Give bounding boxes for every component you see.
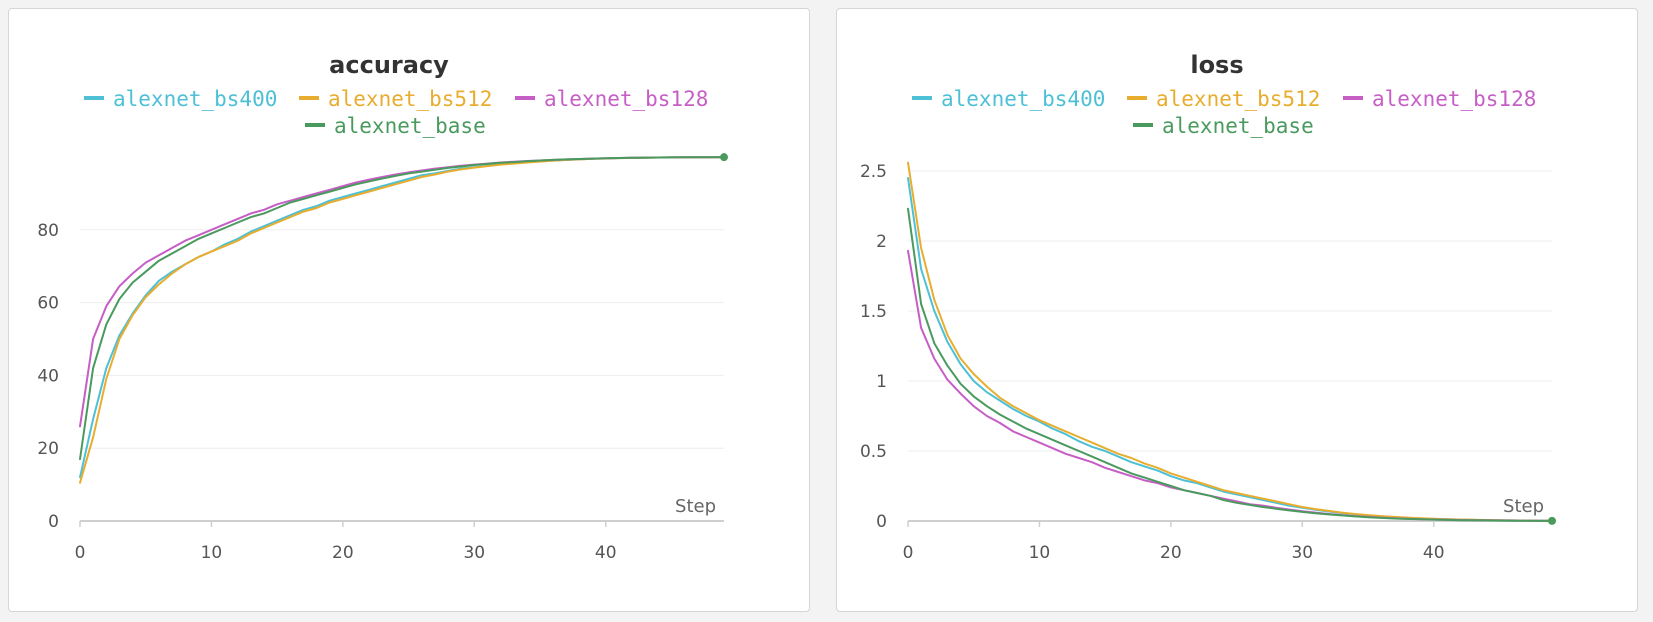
legend-label: alexnet_base xyxy=(1162,114,1314,138)
series-line-alexnet_bs128[interactable] xyxy=(79,156,725,428)
y-tick-label: 40 xyxy=(37,366,59,386)
legend-label: alexnet_bs400 xyxy=(941,87,1105,111)
x-tick-label: 0 xyxy=(75,543,86,563)
legend-label: alexnet_bs128 xyxy=(1372,87,1536,111)
loss-chart-panel: loss alexnet_bs400 alexnet_bs512 alexnet_bs… xyxy=(836,8,1638,612)
y-tick-label: 0 xyxy=(48,512,59,532)
series-line-alexnet_base[interactable] xyxy=(907,207,1553,522)
y-tick-label: 0.5 xyxy=(860,442,887,462)
legend-label: alexnet_bs128 xyxy=(544,87,708,111)
x-axis-title: Step xyxy=(1503,496,1544,517)
legend-item-alexnet_bs400[interactable]: alexnet_bs400 xyxy=(84,87,277,111)
chart-title: loss xyxy=(1190,51,1243,79)
x-tick-label: 40 xyxy=(595,543,617,563)
series-line-alexnet_bs400[interactable] xyxy=(79,156,725,479)
series-line-alexnet_base[interactable] xyxy=(79,156,725,461)
y-tick-label: 60 xyxy=(37,294,59,314)
legend-item-alexnet_bs512[interactable]: alexnet_bs512 xyxy=(1127,87,1320,111)
y-tick-label: 80 xyxy=(37,221,59,241)
legend-item-alexnet_bs128[interactable]: alexnet_bs128 xyxy=(1343,87,1536,111)
legend-item-alexnet_base[interactable]: alexnet_base xyxy=(1133,114,1314,138)
chart-legend: alexnet_bs400 alexnet_bs512 alexnet_bs128a… xyxy=(912,87,1536,138)
y-tick-label: 1 xyxy=(876,372,887,392)
legend-item-alexnet_base[interactable]: alexnet_base xyxy=(305,114,486,138)
series-line-alexnet_bs512[interactable] xyxy=(907,161,1553,522)
legend-label: alexnet_bs512 xyxy=(328,87,492,111)
legend-label: alexnet_bs400 xyxy=(113,87,277,111)
series-line-alexnet_bs400[interactable] xyxy=(907,177,1553,522)
x-tick-label: 10 xyxy=(1029,543,1051,563)
y-tick-label: 1.5 xyxy=(860,302,887,322)
series-end-point[interactable] xyxy=(1548,516,1556,525)
x-tick-label: 10 xyxy=(201,543,223,563)
x-tick-label: 30 xyxy=(463,543,485,563)
series-end-point[interactable] xyxy=(720,153,728,162)
series-line-alexnet_bs512[interactable] xyxy=(79,156,725,484)
series-line-alexnet_bs128[interactable] xyxy=(907,249,1553,522)
accuracy-chart-panel: accuracy alexnet_bs400 alexnet_bs512 alexne… xyxy=(8,8,810,612)
legend-label: alexnet_base xyxy=(334,114,486,138)
legend-item-alexnet_bs128[interactable]: alexnet_bs128 xyxy=(515,87,708,111)
legend-item-alexnet_bs400[interactable]: alexnet_bs400 xyxy=(912,87,1105,111)
x-tick-label: 20 xyxy=(332,543,354,563)
x-tick-label: 30 xyxy=(1291,543,1313,563)
y-tick-label: 0 xyxy=(876,512,887,532)
x-tick-label: 40 xyxy=(1423,543,1445,563)
chart-title: accuracy xyxy=(329,51,449,79)
y-tick-label: 20 xyxy=(37,439,59,459)
chart-legend: alexnet_bs400 alexnet_bs512 alexnet_bs128a… xyxy=(84,87,708,138)
x-tick-label: 0 xyxy=(903,543,914,563)
x-axis-title: Step xyxy=(675,496,716,517)
x-tick-label: 20 xyxy=(1160,543,1182,563)
y-tick-label: 2.5 xyxy=(860,162,887,182)
legend-item-alexnet_bs512[interactable]: alexnet_bs512 xyxy=(299,87,492,111)
y-tick-label: 2 xyxy=(876,232,887,252)
legend-label: alexnet_bs512 xyxy=(1156,87,1320,111)
